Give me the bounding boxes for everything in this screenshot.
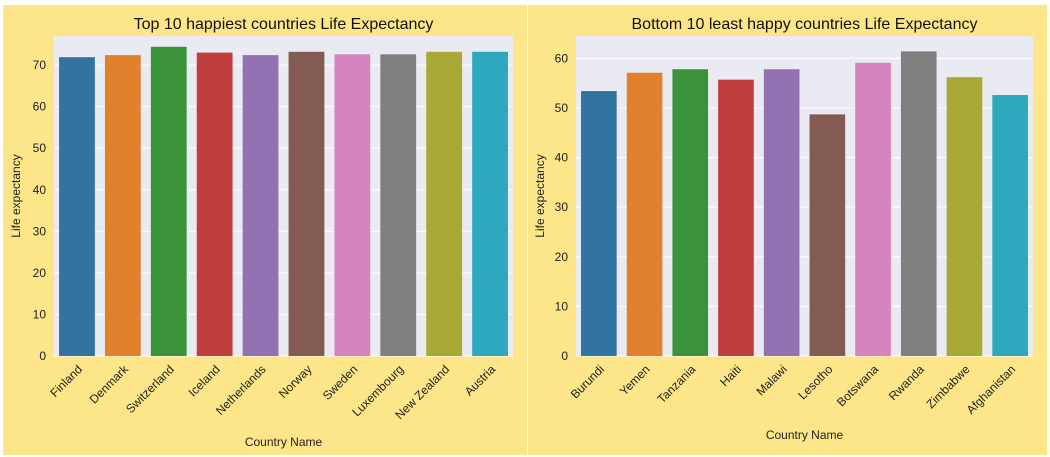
bar-iceland — [196, 52, 233, 356]
x-tick-label-denmark: Denmark — [87, 362, 132, 407]
y-tick-label: 20 — [555, 250, 569, 264]
x-tick-label-botswana: Botswana — [834, 362, 881, 409]
y-tick-label: 0 — [561, 349, 568, 363]
y-tick-label: 20 — [33, 266, 47, 280]
x-tick-label-iceland: Iceland — [186, 362, 223, 399]
x-tick-label-yemen: Yemen — [617, 362, 653, 398]
bar-afghanistan — [992, 95, 1028, 356]
bar-yemen — [626, 72, 663, 356]
chart-panel-bottom-10: Bottom 10 least happy countries Life Exp… — [528, 5, 1047, 455]
y-tick-label: 40 — [33, 183, 47, 197]
y-tick-label: 0 — [39, 349, 46, 363]
bar-burundi — [581, 91, 617, 357]
chart-top-10-svg: Top 10 happiest countries Life Expectanc… — [9, 16, 513, 449]
x-tick-label-sweden: Sweden — [320, 362, 361, 403]
x-tick-label-burundi: Burundi — [568, 362, 607, 401]
bar-netherlands — [242, 55, 279, 356]
bar-austria — [472, 51, 508, 356]
x-tick-label-afghanistan: Afghanistan — [964, 362, 1019, 417]
x-tick-label-malawi: Malawi — [753, 362, 789, 398]
y-tick-label: 10 — [555, 299, 569, 313]
bar-norway — [288, 51, 325, 356]
y-tick-label: 30 — [555, 200, 569, 214]
bar-finland — [59, 57, 95, 357]
x-tick-label-haiti: Haiti — [717, 362, 744, 389]
bar-switzerland — [150, 46, 187, 356]
bar-malawi — [763, 69, 800, 357]
y-axis-label: Life expectancy — [533, 154, 547, 237]
x-tick-label-finland: Finland — [47, 362, 85, 400]
bar-haiti — [718, 79, 754, 357]
bar-zimbabwe — [946, 77, 983, 357]
y-tick-label: 60 — [33, 100, 47, 114]
x-axis-label: Country Name — [245, 435, 323, 449]
y-tick-label: 30 — [33, 224, 47, 238]
x-tick-label-austria: Austria — [462, 362, 499, 399]
x-tick-label-lesotho: Lesotho — [795, 362, 835, 402]
bar-tanzania — [672, 69, 709, 357]
chart-title: Top 10 happiest countries Life Expectanc… — [134, 16, 434, 33]
chart-title: Bottom 10 least happy countries Life Exp… — [632, 16, 978, 33]
bar-rwanda — [900, 51, 937, 356]
x-tick-label-rwanda: Rwanda — [886, 362, 927, 403]
y-tick-label: 40 — [555, 151, 569, 165]
bar-lesotho — [809, 114, 846, 356]
bar-denmark — [104, 55, 141, 356]
y-tick-label: 70 — [33, 58, 47, 72]
x-axis-label: Country Name — [766, 428, 844, 442]
bar-luxembourg — [380, 54, 417, 357]
bar-sweden — [334, 54, 371, 357]
bar-botswana — [855, 62, 891, 356]
y-tick-label: 50 — [555, 101, 569, 115]
x-tick-label-norway: Norway — [276, 362, 315, 401]
y-tick-label: 60 — [555, 51, 569, 65]
chart-panel-top-10: Top 10 happiest countries Life Expectanc… — [3, 5, 527, 455]
x-tick-label-switzerland: Switzerland — [123, 362, 177, 416]
y-tick-label: 50 — [33, 141, 47, 155]
y-tick-label: 10 — [33, 307, 47, 321]
bar-new-zealand — [426, 51, 463, 356]
x-tick-label-tanzania: Tanzania — [654, 362, 698, 406]
y-axis-label: Life expectancy — [9, 154, 23, 237]
x-tick-label-netherlands: Netherlands — [213, 362, 269, 418]
chart-bottom-10-svg: Bottom 10 least happy countries Life Exp… — [533, 16, 1033, 442]
